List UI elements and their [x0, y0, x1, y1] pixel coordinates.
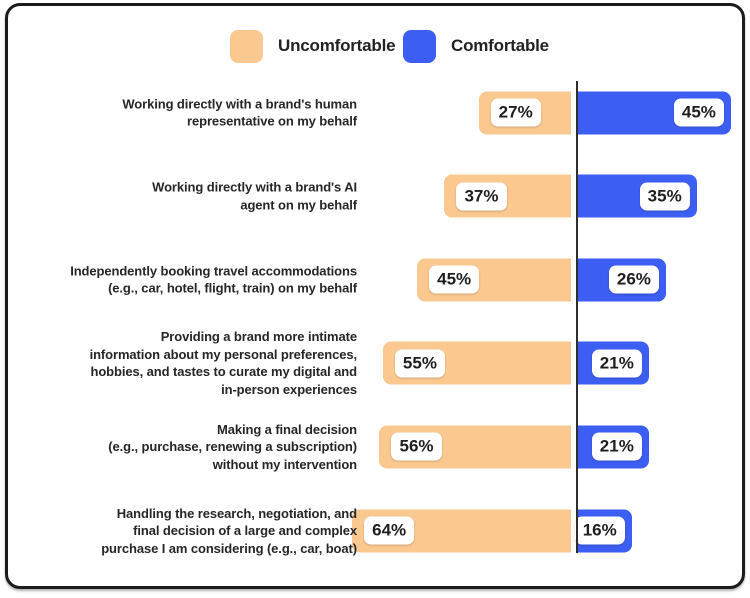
uncomfortable-value: 64% [364, 516, 415, 545]
uncomfortable-bar: 56% [379, 425, 571, 469]
uncomfortable-value: 27% [490, 98, 541, 127]
axis-center-line [576, 81, 578, 553]
legend-item-comfortable: Comfortable [403, 29, 549, 63]
diverging-bar-chart: Working directly with a brand's human re… [8, 6, 750, 586]
comfortable-value: 21% [591, 432, 642, 461]
comfortable-bar: 26% [577, 258, 666, 302]
comfortable-bar: 35% [577, 174, 697, 218]
uncomfortable-swatch-icon [230, 29, 263, 63]
comfortable-bar: 16% [574, 509, 632, 552]
uncomfortable-value: 55% [394, 349, 445, 378]
chart-card: Uncomfortable Comfortable Working direct… [5, 3, 745, 589]
comfortable-swatch-icon [403, 29, 436, 63]
legend-label-comfortable: Comfortable [451, 36, 549, 55]
category-label: Handling the research, negotiation, and … [101, 505, 357, 556]
comfortable-bar: 21% [577, 425, 649, 469]
category-label: Providing a brand more intimate informat… [89, 329, 358, 397]
comfortable-value: 35% [639, 182, 690, 211]
category-label: Working directly with a brand's human re… [122, 96, 357, 129]
category-label: Working directly with a brand's AI agent… [152, 179, 357, 213]
legend-item-uncomfortable: Uncomfortable [230, 29, 396, 63]
uncomfortable-value: 45% [429, 265, 480, 294]
comfortable-bar: 21% [577, 341, 649, 385]
comfortable-value: 45% [673, 98, 724, 127]
uncomfortable-bar: 37% [444, 174, 571, 218]
comfortable-value: 16% [574, 516, 625, 545]
legend-label-uncomfortable: Uncomfortable [278, 36, 396, 55]
comfortable-value: 21% [591, 349, 642, 378]
uncomfortable-bar: 27% [478, 91, 571, 134]
category-label: Making a final decision (e.g., purchase,… [108, 421, 357, 472]
uncomfortable-bar: 55% [382, 341, 571, 385]
category-label: Independently booking travel accommodati… [70, 263, 357, 296]
uncomfortable-value: 56% [391, 432, 442, 461]
uncomfortable-value: 37% [456, 182, 507, 211]
uncomfortable-bar: 64% [352, 509, 571, 552]
comfortable-bar: 45% [577, 91, 731, 134]
comfortable-value: 26% [608, 265, 659, 294]
uncomfortable-bar: 45% [417, 258, 571, 302]
